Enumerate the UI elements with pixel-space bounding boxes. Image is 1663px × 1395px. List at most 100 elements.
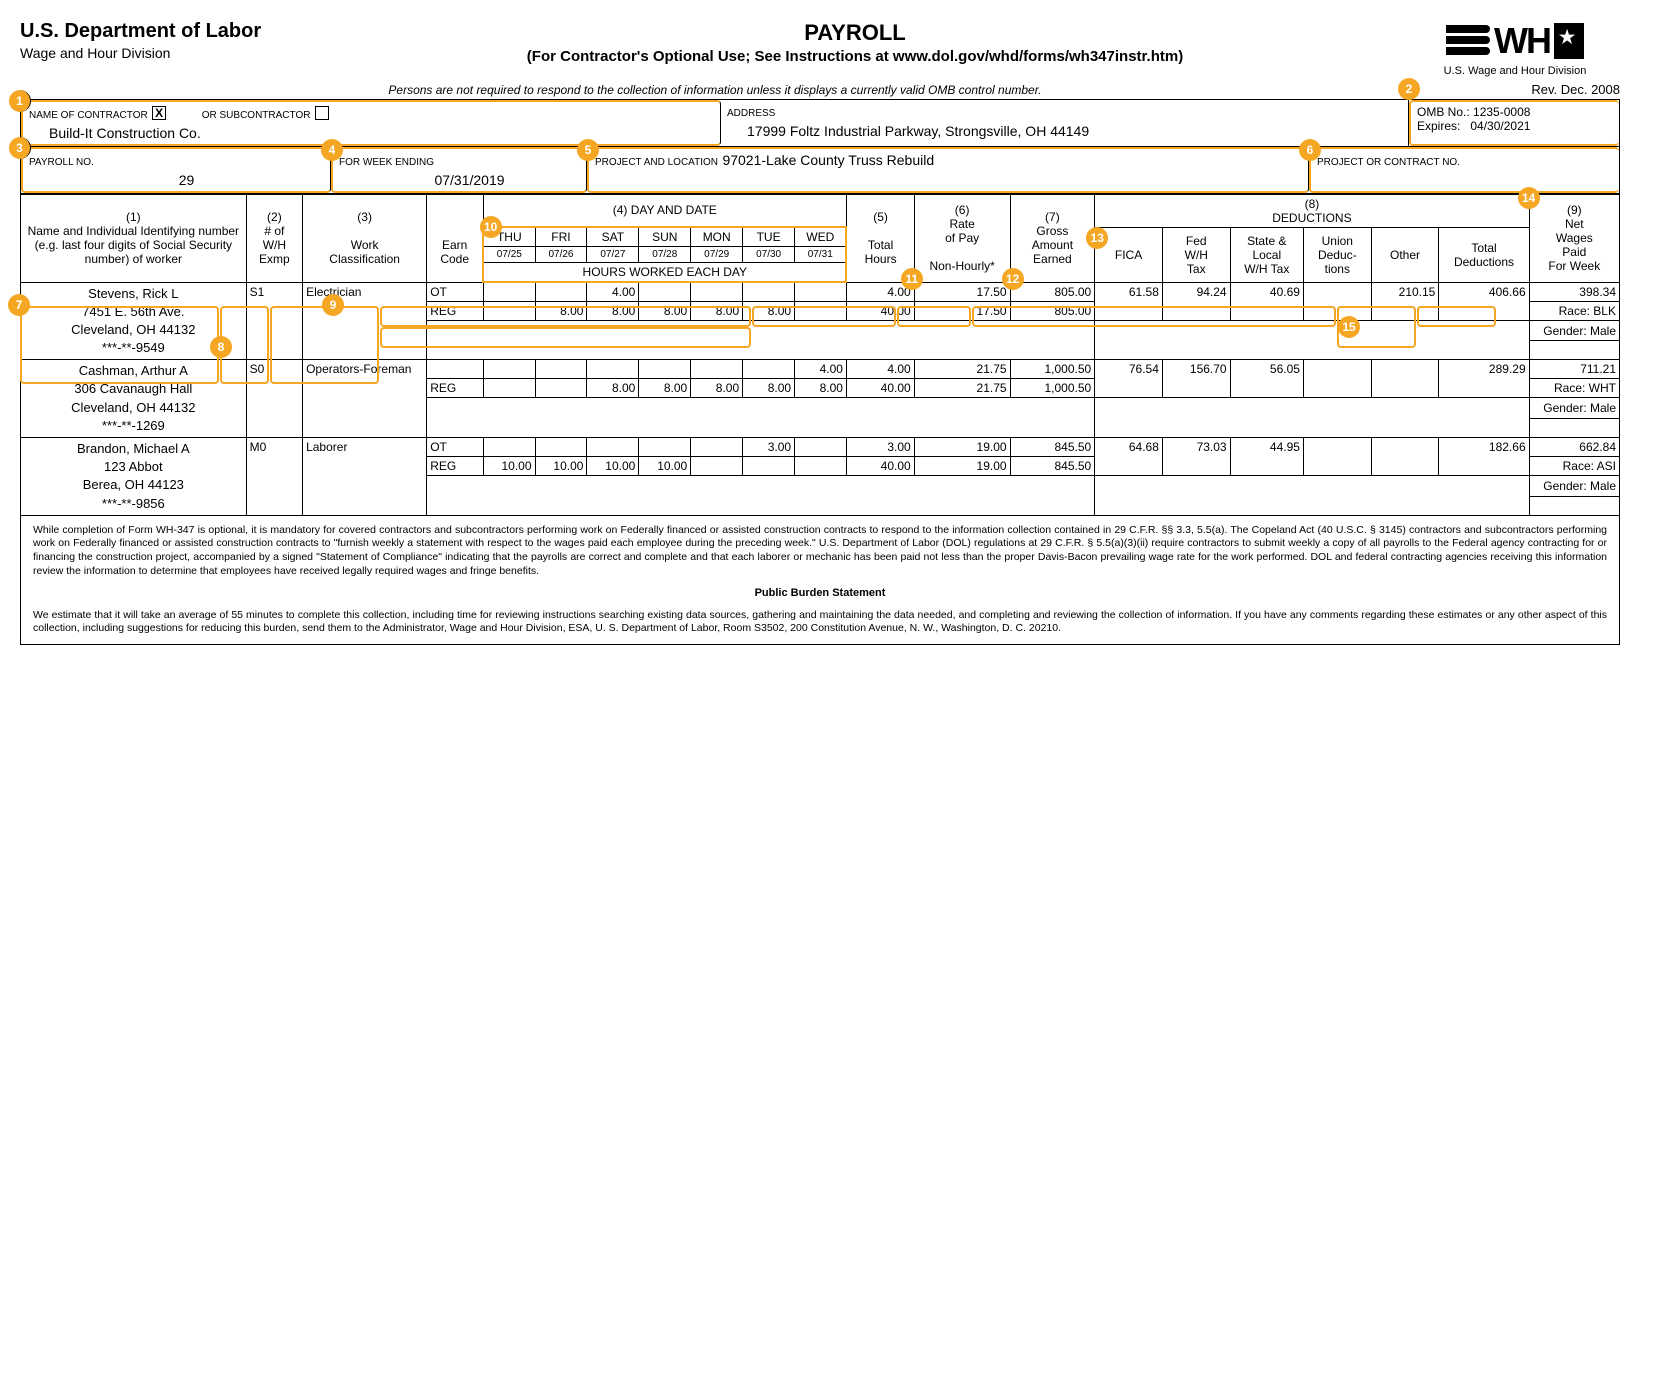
hours-cell: 8.00 xyxy=(743,379,795,398)
badge-2: 2 xyxy=(1398,78,1420,100)
hours-worked-header: HOURS WORKED EACH DAY xyxy=(483,263,846,283)
total-ded-header: TotalDeductions xyxy=(1439,227,1529,282)
earn-code: REG xyxy=(427,457,483,476)
footer-p2: We estimate that it will take an average… xyxy=(33,609,1607,636)
address-label: ADDRESS xyxy=(727,108,775,119)
col-3-header: (3)WorkClassification xyxy=(303,194,427,282)
date-2: 07/27 xyxy=(587,247,639,263)
badge-9: 9 xyxy=(322,294,344,316)
work-class: Electrician xyxy=(303,282,427,360)
hours-cell xyxy=(795,282,847,302)
total-hours: 40.00 xyxy=(846,457,914,476)
contract-no-value xyxy=(1317,170,1613,172)
empty-cell xyxy=(1095,398,1529,438)
total-ded: 289.29 xyxy=(1439,360,1529,398)
day-mon: MON xyxy=(691,227,743,247)
hours-cell xyxy=(743,282,795,302)
net-wages: 662.84 xyxy=(1529,438,1619,457)
state-tax: 44.95 xyxy=(1230,438,1303,476)
badge-10: 10 xyxy=(480,216,502,238)
badge-1: 1 xyxy=(9,90,31,112)
project-loc-label: PROJECT AND LOCATION xyxy=(595,157,718,168)
footer-burden: Public Burden Statement xyxy=(33,586,1607,600)
rate: 19.00 xyxy=(914,457,1010,476)
hours-cell: 8.00 xyxy=(587,379,639,398)
hours-cell xyxy=(795,302,847,321)
col-6-header: (6)Rateof PayNon-Hourly* 12 11 xyxy=(914,194,1010,282)
hours-cell xyxy=(483,302,535,321)
table-row: Cashman, Arthur A306 Cavanaugh HallCleve… xyxy=(21,360,1620,379)
state-tax: 40.69 xyxy=(1230,282,1303,321)
hours-cell: 4.00 xyxy=(587,282,639,302)
gender: Gender: Male xyxy=(1529,398,1619,419)
earn-code: REG xyxy=(427,302,483,321)
rate: 21.75 xyxy=(914,360,1010,379)
earn-code: REG xyxy=(427,379,483,398)
other-ded xyxy=(1371,438,1439,476)
union-header: UnionDeduc-tions xyxy=(1303,227,1371,282)
hours-cell xyxy=(691,438,743,457)
date-6: 07/31 xyxy=(795,247,847,263)
date-4: 07/29 xyxy=(691,247,743,263)
hours-cell xyxy=(691,360,743,379)
hours-cell: 8.00 xyxy=(639,379,691,398)
hours-cell xyxy=(535,379,587,398)
hours-cell xyxy=(535,360,587,379)
hours-cell xyxy=(483,360,535,379)
date-1: 07/26 xyxy=(535,247,587,263)
state-header: State &LocalW/H Tax xyxy=(1230,227,1303,282)
payroll-no-label: PAYROLL NO. xyxy=(29,157,94,168)
state-tax: 56.05 xyxy=(1230,360,1303,398)
total-hours: 3.00 xyxy=(846,438,914,457)
subcontractor-label: OR SUBCONTRACTOR xyxy=(202,110,311,121)
empty-cell xyxy=(427,476,1095,516)
date-5: 07/30 xyxy=(743,247,795,263)
other-ded xyxy=(1371,360,1439,398)
week-ending-value: 07/31/2019 xyxy=(339,170,580,188)
hours-cell: 8.00 xyxy=(587,302,639,321)
hours-cell xyxy=(639,360,691,379)
subcontractor-checkbox[interactable] xyxy=(315,106,329,120)
hours-cell: 10.00 xyxy=(535,457,587,476)
hours-cell: 8.00 xyxy=(743,302,795,321)
hours-cell xyxy=(639,438,691,457)
employee-info: Cashman, Arthur A306 Cavanaugh HallCleve… xyxy=(21,360,247,438)
omb-label: OMB No.: xyxy=(1417,105,1470,119)
fed-header: FedW/HTax xyxy=(1162,227,1230,282)
empty-cell xyxy=(427,321,1095,360)
total-ded: 406.66 xyxy=(1439,282,1529,321)
date-3: 07/28 xyxy=(639,247,691,263)
hours-cell xyxy=(535,282,587,302)
col-4-header: (4) DAY AND DATE 10 xyxy=(483,194,846,227)
empty-cell xyxy=(1095,321,1529,360)
omb-value: 1235-0008 xyxy=(1473,105,1530,119)
col-5-header: (5)TotalHours xyxy=(846,194,914,282)
week-ending-label: FOR WEEK ENDING xyxy=(339,157,434,168)
union-ded xyxy=(1303,438,1371,476)
badge-13: 13 xyxy=(1086,227,1108,249)
work-class: Laborer xyxy=(303,438,427,516)
contractor-checkbox[interactable]: X xyxy=(152,106,166,120)
gross: 805.00 xyxy=(1010,302,1095,321)
gross: 805.00 xyxy=(1010,282,1095,302)
payroll-table: (1)Name and Individual Identifying numbe… xyxy=(20,194,1620,516)
rate: 17.50 xyxy=(914,282,1010,302)
hours-cell xyxy=(483,282,535,302)
disclaimer: Persons are not required to respond to t… xyxy=(20,83,1410,97)
gross: 1,000.50 xyxy=(1010,360,1095,379)
empty-cell xyxy=(1529,341,1619,360)
page-subtitle: (For Contractor's Optional Use; See Inst… xyxy=(300,48,1410,65)
hours-cell xyxy=(691,457,743,476)
race: Race: ASI xyxy=(1529,457,1619,476)
badge-5: 5 xyxy=(577,139,599,161)
badge-6: 6 xyxy=(1299,139,1321,161)
race: Race: WHT xyxy=(1529,379,1619,398)
wh-exmp: M0 xyxy=(246,438,302,516)
dept-title: U.S. Department of Labor xyxy=(20,20,300,43)
gross: 845.50 xyxy=(1010,457,1095,476)
empty-cell xyxy=(1095,476,1529,516)
rate: 19.00 xyxy=(914,438,1010,457)
hours-cell xyxy=(483,438,535,457)
day-wed: WED xyxy=(795,227,847,247)
expires-value: 04/30/2021 xyxy=(1470,119,1530,133)
